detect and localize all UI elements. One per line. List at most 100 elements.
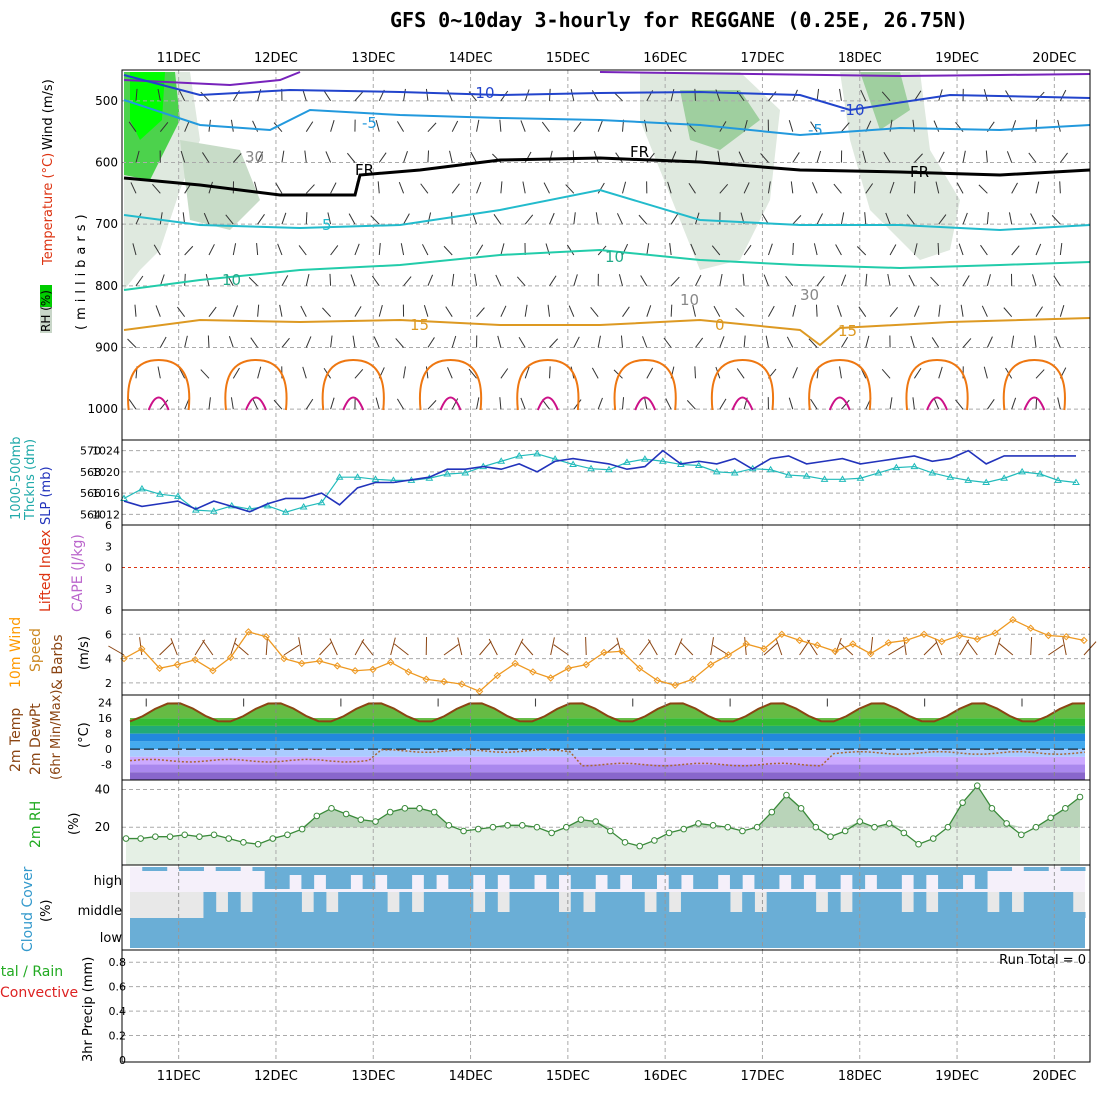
wind-barb xyxy=(422,244,429,256)
cloud-high xyxy=(889,867,902,889)
wind-barb xyxy=(1034,335,1037,348)
wind-barb xyxy=(719,273,723,286)
wind-barb xyxy=(348,213,356,225)
rh-point xyxy=(621,839,629,846)
cloud-middle xyxy=(215,912,229,918)
wind-barb xyxy=(736,368,745,379)
cloud-high xyxy=(387,867,400,889)
contour-bump-inner xyxy=(147,396,170,411)
wind-speed-point xyxy=(226,653,235,662)
wind-barb xyxy=(840,336,849,348)
wind-barb xyxy=(250,337,259,348)
rh-point xyxy=(518,822,526,829)
rh-shade-area xyxy=(840,72,960,260)
wind-barb xyxy=(132,243,137,256)
wind-barb xyxy=(663,337,672,348)
cloud-middle xyxy=(999,892,1013,918)
wind-barb xyxy=(933,120,940,132)
cloud-high xyxy=(276,867,290,889)
wind-barb xyxy=(543,182,550,194)
wind-barb xyxy=(281,275,289,287)
wind-barb xyxy=(889,244,897,256)
wind-speed-point xyxy=(1026,624,1035,632)
y-tick-label: 570 xyxy=(80,445,101,458)
wind-barb xyxy=(330,245,339,256)
wind-barb xyxy=(208,306,217,317)
cloud-middle xyxy=(962,892,976,918)
wind-barb xyxy=(514,638,524,656)
cloud-high xyxy=(289,867,302,875)
panel-frame xyxy=(121,949,1091,1063)
dewpoint-line xyxy=(129,748,1086,767)
wind-barb xyxy=(765,335,769,348)
cloud-high xyxy=(411,867,425,875)
thickness-point xyxy=(766,465,775,473)
wind-barb xyxy=(128,121,137,132)
wind-speed-point xyxy=(173,660,182,669)
y-tick-label: 600 xyxy=(95,156,118,170)
cloud-middle xyxy=(742,892,755,918)
wind-barb xyxy=(978,184,988,194)
cloud-high xyxy=(1023,867,1037,871)
thickness-point xyxy=(174,492,182,499)
rh2m-panel: 20 40 2m RH (%) xyxy=(28,780,1090,865)
wind-barb xyxy=(870,637,874,656)
wind-barb xyxy=(474,273,478,286)
wind-barb xyxy=(816,88,820,101)
wind-barb xyxy=(913,367,922,379)
x-date-label-top: 16DEC xyxy=(643,51,687,66)
wind-barb xyxy=(425,366,429,379)
rh-point xyxy=(533,823,541,831)
cloud-panel: high middle low Cloud Cover (%) xyxy=(20,865,1086,952)
wind-speed-point xyxy=(991,629,999,637)
cloud-level-label: high xyxy=(94,874,122,889)
cloud-middle xyxy=(399,892,413,918)
rh-point xyxy=(665,829,673,837)
wind-barb xyxy=(354,306,362,317)
wind-barb xyxy=(937,242,940,256)
thickness-point xyxy=(605,465,613,473)
wind-barb xyxy=(305,398,314,410)
wind-barb xyxy=(713,305,721,317)
wind-barb xyxy=(549,150,553,163)
wind-barb xyxy=(865,273,868,286)
wind-barb xyxy=(135,213,142,225)
wind-barb xyxy=(127,338,137,348)
cloud-middle xyxy=(276,892,290,918)
wind-barb xyxy=(792,367,798,379)
wind-barb xyxy=(520,641,534,656)
cloud-high xyxy=(840,867,853,875)
cloud-high xyxy=(264,867,278,889)
wind-barb xyxy=(808,338,818,348)
wind-speed-point xyxy=(795,636,804,645)
wind-barb xyxy=(816,213,823,225)
wind-barb xyxy=(620,335,623,348)
wind-barb xyxy=(457,637,463,656)
wind-barb xyxy=(180,150,186,163)
thickness-point xyxy=(1018,467,1026,475)
wind-barb xyxy=(665,398,672,410)
wind-barb xyxy=(230,119,234,132)
wind-barb xyxy=(1057,397,1061,410)
wind-barb xyxy=(763,642,778,656)
cloud-high xyxy=(313,867,327,875)
wind-speed-point xyxy=(973,635,982,643)
wind-barb xyxy=(378,304,383,317)
y-axis-label-temp-units: (°C) xyxy=(77,722,92,748)
rh-point xyxy=(841,827,849,835)
wind-barb xyxy=(524,214,534,225)
wind-barb xyxy=(813,243,818,256)
y-tick-label: 24 xyxy=(98,697,112,710)
wind-barb xyxy=(427,150,430,163)
y-axis-label-barbs: & Barbs xyxy=(50,635,66,691)
contour-bump-inner xyxy=(828,396,851,411)
temp-max-marker: I xyxy=(437,697,440,710)
cloud-middle xyxy=(325,912,339,918)
x-date-label-bottom: 18DEC xyxy=(838,1069,882,1084)
wind-barb xyxy=(479,640,492,656)
rh-point xyxy=(988,805,996,812)
rh-point xyxy=(416,805,423,812)
cloud-middle xyxy=(252,892,266,918)
rh-point xyxy=(959,799,966,806)
